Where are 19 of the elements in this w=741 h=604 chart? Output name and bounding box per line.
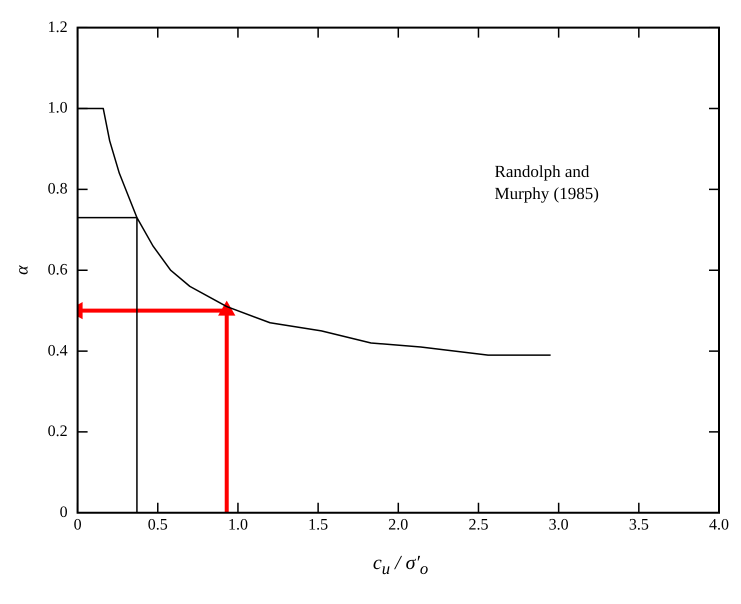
y-tick-label: 1.2 <box>48 18 68 36</box>
x-tick-label: 1.5 <box>308 516 328 534</box>
x-tick-label: 0 <box>74 516 82 534</box>
y-axis-title: α <box>12 264 32 275</box>
x-tick-label: 0.5 <box>148 516 168 534</box>
y-tick-label: 0.8 <box>48 180 68 198</box>
y-tick-label: 1.0 <box>48 100 68 117</box>
x-tick-label: 3.0 <box>548 516 569 534</box>
x-tick-label: 4.0 <box>709 516 729 534</box>
y-tick-label: 0.4 <box>48 342 68 360</box>
x-tick-label: 3.5 <box>628 516 649 534</box>
x-tick-label: 2.5 <box>468 516 488 534</box>
x-axis-title: c$_{u}$ / σ′$_{o}$ <box>372 552 430 579</box>
x-tick-label: 1.0 <box>228 516 248 534</box>
y-tick-label: 0 <box>60 504 68 522</box>
y-tick-label: 0.6 <box>48 261 68 278</box>
annotation: Randolph and Murphy (1985) <box>494 162 599 204</box>
x-tick-label: 2.0 <box>388 516 408 534</box>
y-tick-label: 0.2 <box>48 423 68 440</box>
